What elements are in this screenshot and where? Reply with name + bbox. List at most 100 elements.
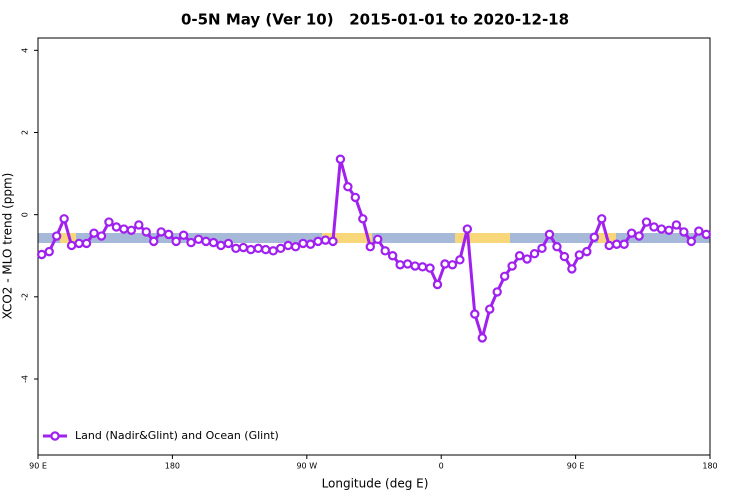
- data-point: [425, 263, 435, 273]
- x-tick-label: 180: [702, 462, 717, 471]
- data-point: [477, 333, 487, 343]
- data-point: [365, 242, 375, 252]
- data-point: [66, 240, 77, 251]
- data-point: [485, 304, 495, 314]
- data-point: [111, 222, 122, 232]
- x-tick-label: 180: [165, 462, 180, 471]
- data-point: [455, 255, 465, 265]
- data-point: [694, 226, 704, 236]
- data-point: [597, 214, 607, 224]
- data-point: [358, 214, 368, 224]
- data-point: [238, 242, 249, 253]
- data-point: [335, 154, 346, 164]
- y-tick-label: 4: [21, 48, 30, 53]
- data-point: [567, 264, 577, 274]
- data-point: [619, 239, 629, 249]
- data-point: [514, 251, 525, 261]
- data-point: [343, 182, 353, 192]
- x-tick-label: 90 W: [296, 462, 317, 471]
- data-point: [231, 243, 241, 254]
- data-point: [537, 243, 547, 254]
- land-band: [455, 233, 510, 243]
- data-point: [664, 225, 674, 235]
- data-point: [529, 248, 540, 259]
- data-point: [499, 271, 510, 281]
- y-tick-label: -2: [21, 293, 30, 301]
- x-tick-label: 0: [439, 462, 444, 471]
- data-point: [544, 229, 555, 240]
- y-tick-label: 0: [21, 212, 30, 217]
- data-point: [290, 242, 301, 252]
- data-point: [641, 217, 652, 227]
- data-point: [634, 231, 644, 241]
- data-point: [268, 246, 278, 256]
- data-point: [283, 240, 293, 251]
- data-point: [59, 214, 69, 224]
- data-point: [51, 231, 62, 241]
- y-tick-label: -4: [21, 375, 30, 383]
- data-point: [462, 224, 473, 234]
- data-point: [193, 234, 204, 245]
- data-point: [440, 259, 450, 269]
- data-point: [656, 224, 667, 234]
- data-point: [186, 237, 196, 248]
- data-point: [387, 251, 398, 261]
- data-point: [141, 227, 151, 237]
- data-point: [313, 236, 323, 247]
- plot-frame: [37, 37, 711, 456]
- data-point: [328, 236, 338, 247]
- data-point: [417, 262, 428, 272]
- x-tick-label: 90 E: [29, 462, 47, 471]
- data-point: [104, 217, 114, 227]
- x-axis-label: Longitude (deg E): [322, 477, 429, 491]
- data-point: [589, 232, 599, 242]
- data-point: [649, 222, 659, 232]
- data-point: [149, 236, 159, 247]
- data-point: [74, 238, 84, 249]
- data-point: [380, 246, 390, 256]
- data-point: [298, 238, 308, 249]
- data-point: [470, 309, 480, 319]
- data-point: [604, 240, 614, 251]
- data-point: [686, 236, 697, 247]
- data-point: [447, 260, 458, 270]
- data-point: [253, 243, 263, 254]
- y-tick-label: 2: [21, 130, 30, 135]
- data-point: [96, 231, 107, 241]
- data-point: [402, 259, 413, 269]
- data-point: [574, 250, 585, 260]
- data-point: [305, 239, 316, 249]
- data-point: [701, 229, 711, 240]
- data-point: [507, 261, 517, 271]
- data-point: [126, 225, 137, 235]
- data-point: [320, 235, 331, 245]
- data-point: [134, 220, 144, 230]
- chart-title: 0-5N May (Ver 10) 2015-01-01 to 2020-12-…: [181, 11, 569, 29]
- data-point: [156, 227, 166, 237]
- data-point: [81, 238, 92, 249]
- data-point: [522, 254, 532, 264]
- x-tick-label: 90 E: [567, 462, 585, 471]
- data-point: [223, 238, 234, 249]
- data-point: [410, 261, 420, 271]
- land-band: [322, 233, 372, 243]
- data-point: [119, 224, 129, 234]
- data-point: [552, 242, 562, 252]
- data-point: [373, 234, 383, 245]
- data-point: [246, 244, 256, 255]
- data-point: [679, 227, 689, 237]
- legend-marker: [50, 431, 60, 441]
- data-point: [626, 228, 637, 238]
- data-point: [208, 237, 219, 248]
- data-point: [261, 244, 271, 255]
- data-point: [582, 246, 592, 257]
- data-point: [37, 249, 47, 260]
- data-point: [201, 236, 211, 247]
- data-point: [44, 246, 54, 257]
- data-point: [178, 230, 189, 240]
- legend-label: Land (Nadir&Glint) and Ocean (Glint): [75, 429, 279, 442]
- data-point: [89, 228, 99, 238]
- data-point: [350, 192, 361, 203]
